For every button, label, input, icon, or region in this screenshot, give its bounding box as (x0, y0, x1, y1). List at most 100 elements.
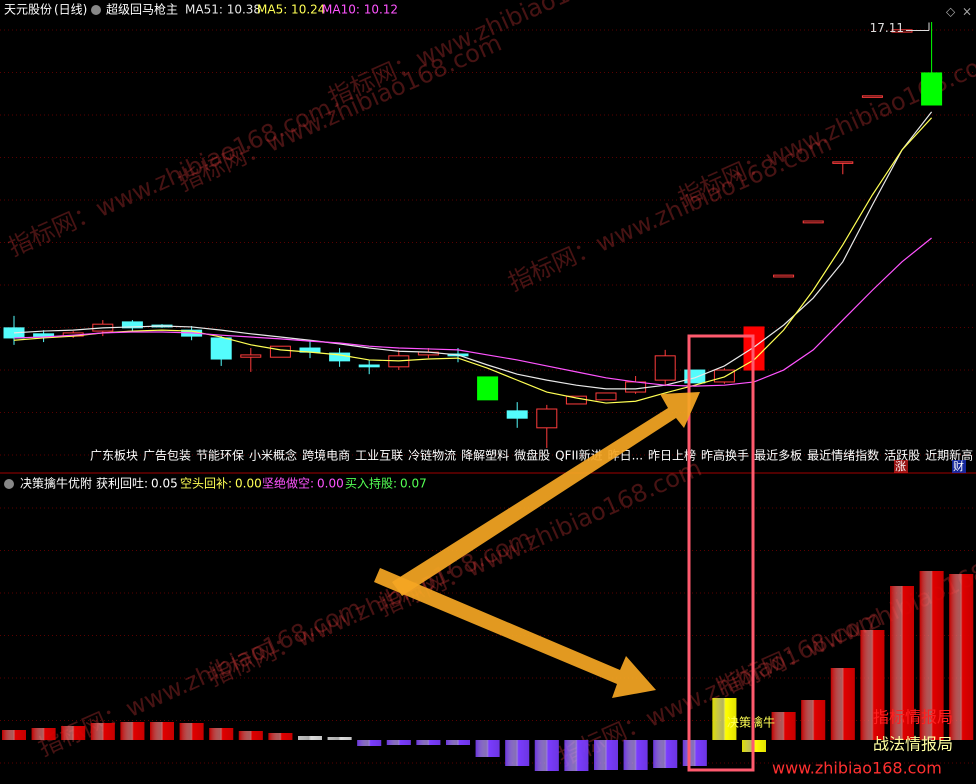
legend-value: 0.05 (151, 477, 178, 491)
bar (682, 740, 707, 766)
ma-line (13, 111, 933, 390)
indicator-icon[interactable] (91, 5, 101, 15)
bar (830, 668, 855, 740)
bar (446, 740, 470, 745)
candle-body (121, 321, 143, 329)
bar (357, 740, 382, 746)
bar (327, 737, 352, 740)
candle-body (477, 376, 499, 401)
indicator-title: 决策擒牛优附 (20, 476, 92, 491)
indicator-icon[interactable] (4, 479, 14, 489)
bar (860, 630, 885, 740)
concept-tag: 广东板块 (90, 449, 138, 463)
bar (238, 731, 263, 740)
legend-entry: MA5: 10.24 (257, 3, 325, 17)
period: (日线) (54, 3, 87, 17)
tag-mark-bg (952, 460, 966, 473)
candle-body (595, 392, 617, 401)
candle-body (506, 410, 528, 419)
concept-tag: 小米概念 (249, 448, 297, 463)
concept-tag: 节能环保 (196, 449, 244, 463)
bar (268, 733, 293, 740)
legend-value: 0.00 (235, 477, 262, 491)
bar (890, 586, 914, 740)
brand: 指标情报局 (873, 708, 953, 727)
tag-mark: 财 (953, 459, 964, 473)
bar (949, 574, 974, 740)
candle-body (536, 408, 558, 429)
candle-body (773, 274, 795, 278)
bar (771, 712, 796, 740)
stock-name: 天元股份 (4, 3, 52, 17)
bar (623, 740, 648, 770)
bar (505, 740, 530, 766)
concept-tag: 降解塑料 (461, 448, 509, 463)
tag-mark: 涨 (895, 460, 906, 473)
candle-body (625, 381, 647, 393)
bar (801, 700, 826, 740)
concept-tag: 微盘股 (514, 448, 550, 463)
legend-value: 0.07 (400, 477, 427, 491)
high-label: 17.11 (870, 21, 904, 35)
bar (416, 740, 441, 745)
candle-body (565, 395, 587, 405)
ma-line (13, 117, 933, 404)
panel-icon[interactable]: × (962, 5, 972, 19)
bar (120, 722, 145, 740)
bar (209, 728, 234, 740)
legend-label: 买入持股: (345, 476, 397, 491)
bar (179, 723, 204, 740)
candle-body (210, 337, 232, 360)
candle-body (861, 95, 883, 98)
bar (386, 740, 411, 745)
bar (150, 722, 174, 740)
brand: 战法情报局 (873, 735, 953, 754)
concept-tag: 最近多板 (754, 449, 802, 463)
bar (564, 740, 589, 771)
bar (90, 723, 115, 740)
bar (298, 736, 322, 740)
bar (61, 726, 86, 740)
concept-tag: 冷链物流 (408, 448, 456, 463)
candle-body (654, 355, 676, 381)
panel-icon[interactable]: ◇ (946, 5, 956, 19)
bar (919, 571, 944, 740)
indicator-title: 超级回马枪主 (106, 2, 178, 17)
concept-tag: 活跃股 (884, 449, 920, 463)
brand-url: www.zhibiao168.com (772, 759, 942, 778)
bar (2, 730, 26, 740)
candle-body (713, 369, 735, 383)
concept-tag: 最近情绪指数 (807, 448, 879, 463)
legend-label: 获利回吐: (96, 477, 148, 491)
candle-body (269, 345, 291, 358)
bar (475, 740, 500, 757)
concept-tag: 昨日上榜 (648, 448, 696, 463)
candle-body (802, 220, 824, 224)
legend-entry: MA51: 10.38 (185, 3, 261, 17)
concept-tag: 跨境电商 (302, 448, 350, 463)
bar (31, 728, 56, 740)
candle-body (240, 354, 262, 358)
bar (712, 698, 737, 740)
candle-body (921, 72, 943, 106)
arrow (392, 392, 700, 596)
ma-line (13, 237, 932, 387)
candle-body (358, 364, 380, 368)
bar (653, 740, 678, 768)
tag-mark-bg (894, 460, 908, 473)
grid (0, 29, 976, 764)
concept-tag: 近期新高 (925, 448, 973, 463)
legend-label: 坚绝做空: (262, 476, 314, 491)
legend-label: 空头回补: (180, 477, 232, 491)
bar (594, 740, 618, 770)
legend-entry: MA10: 10.12 (322, 3, 398, 17)
concept-tag: 广告包装 (143, 449, 191, 463)
legend-value: 0.00 (317, 477, 344, 491)
highlight-box (687, 334, 755, 772)
concept-tag: 工业互联 (355, 449, 403, 463)
arrow (374, 568, 656, 698)
bar (534, 740, 559, 771)
